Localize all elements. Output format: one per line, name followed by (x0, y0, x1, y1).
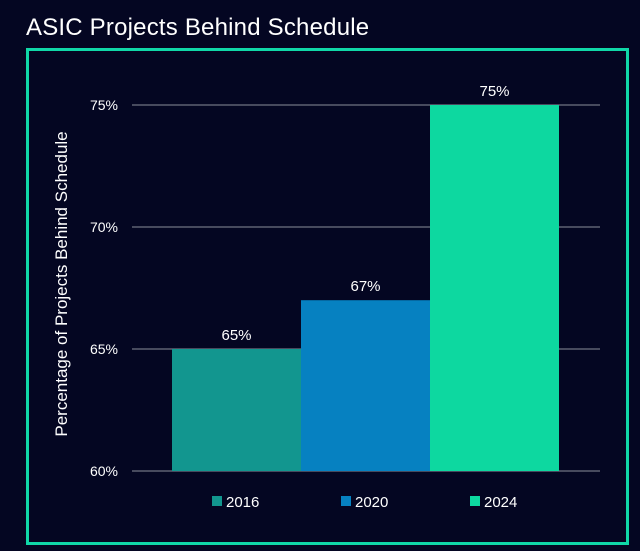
bar-2016 (172, 349, 301, 471)
bars (172, 105, 559, 471)
y-tick-label: 65% (90, 341, 118, 357)
y-tick-label: 70% (90, 219, 118, 235)
y-tick-label: 60% (90, 463, 118, 479)
y-axis-label: Percentage of Projects Behind Schedule (52, 131, 71, 436)
chart-frame (26, 48, 629, 545)
chart-title: ASIC Projects Behind Schedule (26, 14, 370, 41)
data-label-2020: 67% (350, 278, 380, 295)
bar-2020 (301, 300, 430, 471)
legend-swatch-2016 (212, 496, 222, 506)
legend-label-2024: 2024 (484, 494, 517, 511)
data-labels: 65% 67% 75% (221, 83, 509, 344)
legend-swatch-2024 (470, 496, 480, 506)
legend: 2016 2020 2024 (212, 494, 517, 511)
legend-label-2020: 2020 (355, 494, 388, 511)
legend-swatch-2020 (341, 496, 351, 506)
data-label-2016: 65% (221, 327, 251, 344)
bar-2024 (430, 105, 559, 471)
y-tick-labels: 60% 65% 70% 75% (90, 97, 118, 479)
y-tick-label: 75% (90, 97, 118, 113)
data-label-2024: 75% (479, 83, 509, 100)
legend-label-2016: 2016 (226, 494, 259, 511)
